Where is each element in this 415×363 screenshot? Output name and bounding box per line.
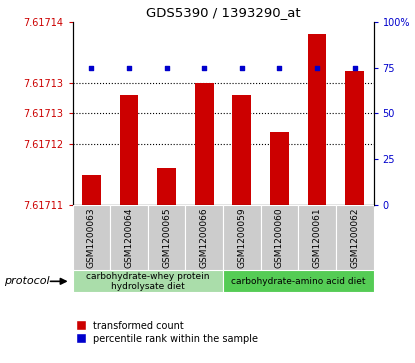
- Point: [88, 65, 95, 70]
- Text: GSM1200061: GSM1200061: [312, 207, 322, 268]
- Bar: [345, 71, 364, 205]
- Bar: [270, 132, 289, 205]
- Text: GSM1200064: GSM1200064: [124, 207, 134, 268]
- Text: carbohydrate-whey protein
hydrolysate diet: carbohydrate-whey protein hydrolysate di…: [86, 272, 210, 291]
- Bar: [82, 175, 101, 205]
- Point: [201, 65, 208, 70]
- Text: GSM1200062: GSM1200062: [350, 207, 359, 268]
- Bar: [232, 95, 251, 205]
- Text: GSM1200063: GSM1200063: [87, 207, 96, 268]
- Point: [276, 65, 283, 70]
- Text: protocol: protocol: [4, 276, 50, 286]
- Bar: [308, 34, 327, 205]
- Bar: [223, 270, 374, 292]
- Bar: [120, 95, 139, 205]
- Bar: [110, 205, 148, 270]
- Bar: [336, 205, 374, 270]
- Text: GSM1200059: GSM1200059: [237, 207, 247, 268]
- Text: GSM1200066: GSM1200066: [200, 207, 209, 268]
- Text: GSM1200060: GSM1200060: [275, 207, 284, 268]
- Point: [352, 65, 358, 70]
- Bar: [261, 205, 298, 270]
- Bar: [73, 270, 223, 292]
- Legend: transformed count, percentile rank within the sample: transformed count, percentile rank withi…: [78, 321, 258, 344]
- Bar: [186, 205, 223, 270]
- Bar: [223, 205, 261, 270]
- Point: [164, 65, 170, 70]
- Bar: [148, 205, 186, 270]
- Bar: [298, 205, 336, 270]
- Text: carbohydrate-amino acid diet: carbohydrate-amino acid diet: [231, 277, 366, 286]
- Point: [314, 65, 320, 70]
- Title: GDS5390 / 1393290_at: GDS5390 / 1393290_at: [146, 6, 300, 19]
- Bar: [195, 83, 214, 205]
- Point: [126, 65, 132, 70]
- Bar: [157, 168, 176, 205]
- Text: GSM1200065: GSM1200065: [162, 207, 171, 268]
- Point: [239, 65, 245, 70]
- Bar: [73, 205, 110, 270]
